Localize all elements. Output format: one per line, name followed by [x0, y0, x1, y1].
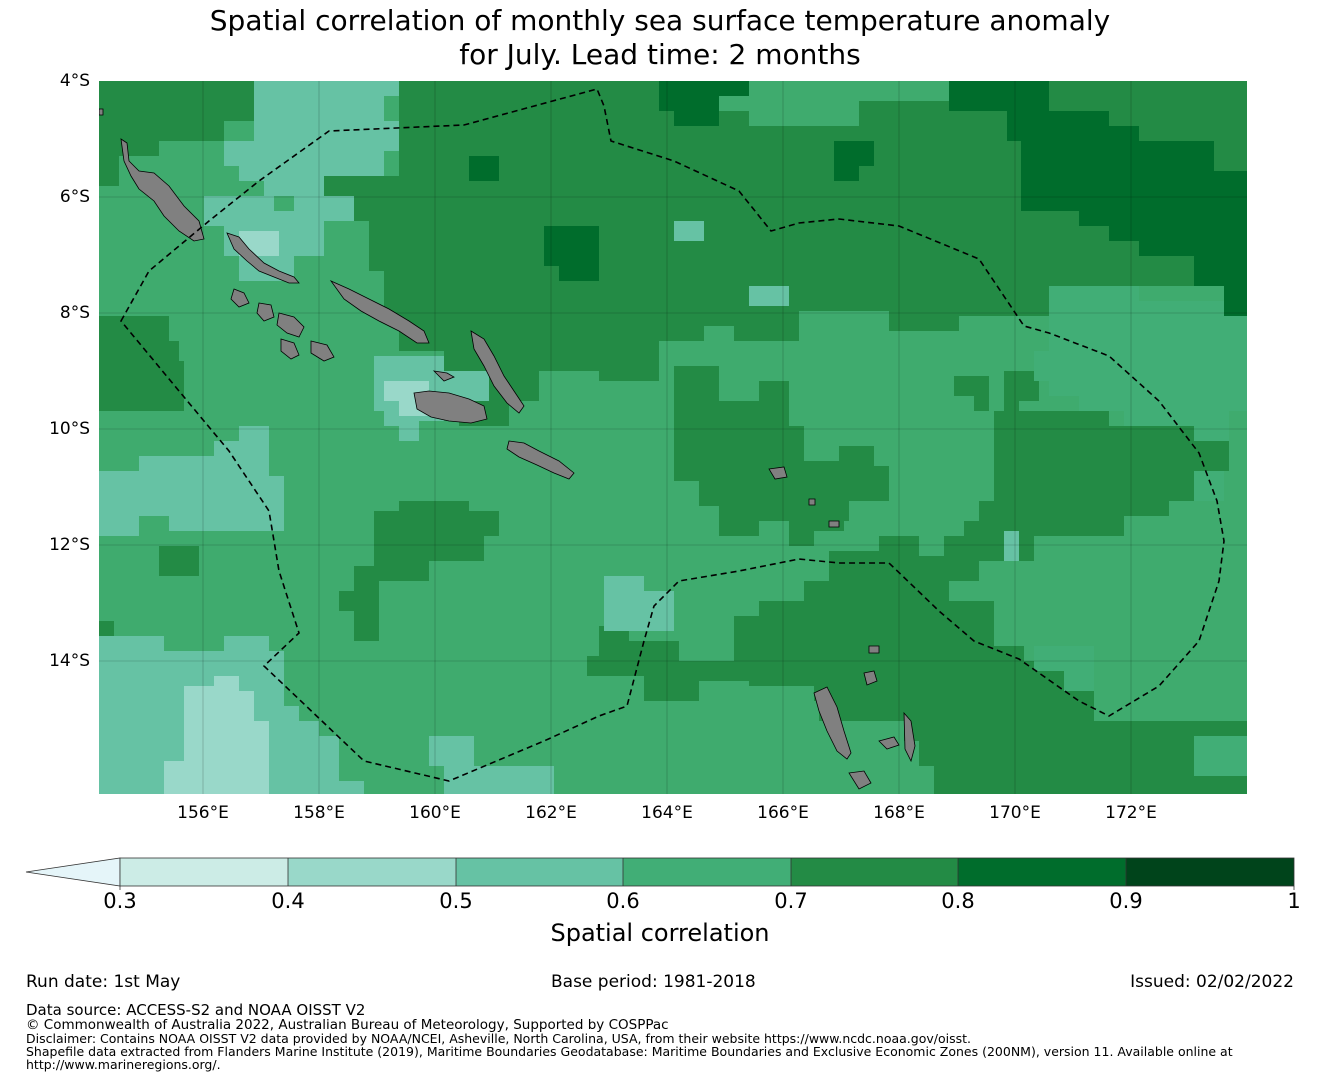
- data-source: Data source: ACCESS-S2 and NOAA OISST V2: [26, 1001, 366, 1019]
- choiseul-island: [226, 232, 300, 284]
- correlation-band-0.7-0.8: [99, 81, 1247, 794]
- lat-tick-label: 8°S: [59, 303, 90, 323]
- colorbar-segment: [623, 858, 791, 886]
- malakula-island: [903, 711, 916, 763]
- base-period: Base period: 1981-2018: [551, 972, 756, 992]
- colorbar-tick-label: 0.4: [271, 889, 305, 913]
- colorbar-extend-arrow: [25, 857, 121, 887]
- colorbar-tick-label: 1: [1287, 889, 1301, 913]
- correlation-band-0.6-0.7: [1034, 286, 1247, 776]
- disclaimer-text: Disclaimer: Contains NOAA OISST V2 data …: [26, 1031, 971, 1046]
- shapefile-credit-line2: http://www.marineregions.org/.: [26, 1057, 221, 1072]
- map-title-line1: Spatial correlation of monthly sea surfa…: [209, 4, 1111, 37]
- lon-tick-label: 156°E: [177, 803, 229, 823]
- lat-tick-label: 10°S: [49, 419, 90, 439]
- lat-tick-label: 12°S: [49, 535, 90, 555]
- shapefile-credit-line1: Shapefile data extracted from Flanders M…: [26, 1044, 1233, 1059]
- colorbar-segment: [958, 858, 1126, 886]
- colorbar-segment: [1126, 858, 1294, 886]
- lat-tick-label: 6°S: [59, 187, 90, 207]
- lon-tick-label: 168°E: [873, 803, 925, 823]
- colorbar-tick-label: 0.5: [439, 889, 473, 913]
- lon-tick-label: 158°E: [293, 803, 345, 823]
- espiritu-santo-island: [813, 686, 852, 760]
- lon-tick-label: 170°E: [989, 803, 1041, 823]
- makira-island: [506, 440, 575, 480]
- lon-tick-label: 164°E: [641, 803, 693, 823]
- colorbar-tick-label: 0.3: [103, 889, 137, 913]
- bougainville-island: [120, 138, 205, 242]
- santa-isabel-island: [329, 280, 430, 344]
- colorbar-tick-label: 0.6: [606, 889, 640, 913]
- lat-tick-label: 14°S: [49, 651, 90, 671]
- guadalcanal-island: [413, 390, 488, 424]
- copyright-text: © Commonwealth of Australia 2022, Austra…: [26, 1017, 669, 1033]
- lon-tick-label: 162°E: [525, 803, 577, 823]
- lon-tick-label: 172°E: [1105, 803, 1157, 823]
- malaita-island: [470, 330, 525, 414]
- lon-tick-label: 166°E: [757, 803, 809, 823]
- map-title-line2: for July. Lead time: 2 months: [459, 38, 861, 71]
- colorbar-segment: [791, 858, 958, 886]
- eez-boundaries: [120, 88, 1225, 782]
- colorbar-tick-label: 0.7: [774, 889, 808, 913]
- colorbar-tick-label: 0.9: [1109, 889, 1143, 913]
- correlation-band-0.8-0.9: [469, 81, 1247, 316]
- graticule: [99, 81, 1247, 794]
- colorbar-tick-label: 0.8: [941, 889, 975, 913]
- colorbar-segment: [288, 858, 456, 886]
- colorbar: [25, 857, 1295, 890]
- colorbar-segment: [456, 858, 623, 886]
- lon-tick-label: 160°E: [409, 803, 461, 823]
- land-masses: [99, 108, 916, 790]
- map-panel: [99, 81, 1247, 794]
- colorbar-label: Spatial correlation: [550, 919, 770, 947]
- correlation-field: [99, 81, 1247, 794]
- run-date: Run date: 1st May: [26, 972, 181, 992]
- issued-date: Issued: 02/02/2022: [1130, 972, 1294, 992]
- colorbar-segment: [120, 858, 288, 886]
- lat-tick-label: 4°S: [59, 71, 90, 91]
